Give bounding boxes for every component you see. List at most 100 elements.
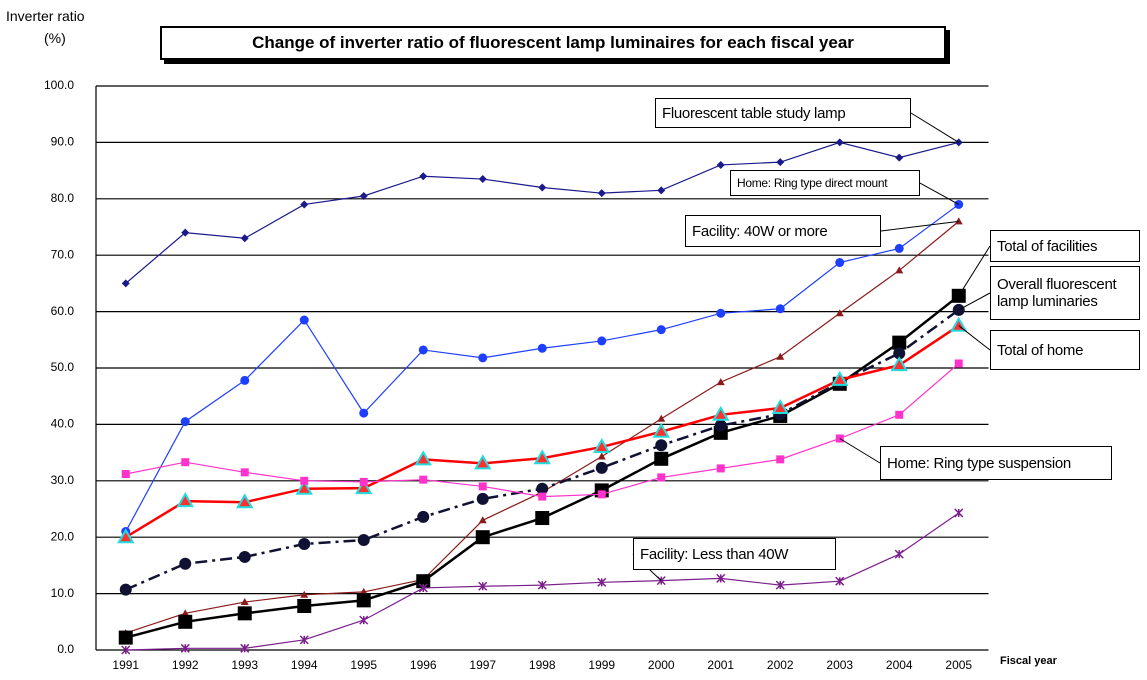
marker — [950, 316, 968, 332]
marker — [418, 345, 428, 355]
marker — [716, 308, 726, 318]
x-tick-label: 2004 — [886, 658, 913, 672]
marker — [240, 598, 249, 606]
y-tick-label: 90.0 — [51, 135, 75, 149]
marker — [716, 573, 726, 583]
marker — [894, 243, 904, 253]
leader-line — [919, 182, 959, 205]
marker — [359, 615, 369, 625]
marker — [831, 370, 849, 386]
series-line — [125, 220, 960, 634]
marker — [236, 493, 254, 509]
marker — [890, 356, 908, 372]
y-tick-label: 30.0 — [51, 473, 75, 487]
marker — [597, 189, 606, 198]
y-tick-label: 20.0 — [51, 529, 75, 543]
marker — [179, 557, 192, 570]
marker — [355, 479, 373, 495]
marker — [533, 449, 551, 465]
marker — [716, 378, 725, 386]
y-tick-label: 10.0 — [51, 586, 75, 600]
marker — [300, 476, 309, 485]
marker — [597, 577, 607, 587]
marker — [476, 492, 489, 505]
marker — [835, 258, 845, 268]
marker — [776, 455, 785, 464]
legend-entry: Facility: Less than 40W — [633, 538, 836, 570]
series-line — [125, 141, 959, 284]
marker — [536, 482, 549, 495]
marker — [716, 160, 725, 169]
marker — [240, 375, 250, 385]
y-tick-label: 100.0 — [44, 78, 74, 92]
legend-entry: Fluorescent table study lamp — [655, 98, 911, 128]
marker — [357, 534, 370, 547]
marker — [895, 266, 904, 274]
x-tick-label: 2001 — [707, 658, 734, 672]
marker — [181, 228, 190, 237]
legend-entry: Total of facilities — [990, 230, 1140, 262]
marker — [657, 186, 666, 195]
x-tick-label: 2002 — [767, 658, 794, 672]
marker — [597, 336, 607, 346]
y-tick-label: 0.0 — [57, 642, 74, 656]
marker — [954, 359, 963, 368]
marker — [478, 175, 487, 184]
marker — [895, 410, 904, 419]
marker — [716, 464, 725, 473]
marker — [418, 583, 428, 593]
marker — [417, 510, 430, 523]
legend-entry: Overall fluorescent lamp luminaries — [990, 266, 1140, 320]
marker — [478, 482, 487, 491]
marker — [359, 191, 368, 200]
x-tick-label: 1999 — [588, 658, 615, 672]
y-axis-label: (%) — [44, 30, 66, 46]
marker — [181, 609, 190, 617]
marker — [240, 468, 249, 477]
marker — [771, 399, 789, 415]
marker — [593, 437, 611, 453]
marker — [178, 614, 193, 629]
y-tick-label: 80.0 — [51, 191, 75, 205]
legend-entry: Total of home — [990, 330, 1140, 370]
y-tick-label: 50.0 — [51, 360, 75, 374]
y-tick-label: 60.0 — [51, 304, 75, 318]
marker — [240, 643, 250, 653]
x-tick-label: 2000 — [648, 658, 675, 672]
marker — [776, 352, 785, 360]
leader-line — [958, 245, 991, 297]
marker — [419, 475, 428, 484]
marker — [835, 138, 844, 147]
y-axis-label: Inverter ratio — [6, 8, 85, 24]
legend-entry: Facility: 40W or more — [685, 215, 881, 247]
marker — [538, 183, 547, 192]
x-axis-label: Fiscal year — [1000, 655, 1057, 667]
marker — [419, 172, 428, 181]
marker — [240, 234, 249, 243]
marker — [359, 477, 368, 486]
y-tick-label: 40.0 — [51, 417, 75, 431]
marker — [181, 458, 190, 467]
marker — [117, 528, 135, 544]
x-tick-label: 1998 — [529, 658, 556, 672]
legend-entry: Home: Ring type suspension — [880, 446, 1112, 480]
marker — [176, 492, 194, 508]
marker — [300, 200, 309, 209]
x-tick-label: 1992 — [172, 658, 199, 672]
marker — [478, 353, 488, 363]
marker — [654, 451, 669, 466]
marker — [835, 309, 844, 317]
marker — [237, 606, 252, 621]
marker — [478, 581, 488, 591]
marker — [894, 549, 904, 559]
marker — [478, 516, 487, 524]
marker — [597, 452, 606, 460]
marker — [121, 470, 130, 479]
marker — [776, 158, 785, 167]
marker — [299, 315, 309, 325]
marker — [714, 419, 727, 432]
x-tick-label: 1994 — [291, 658, 318, 672]
x-tick-label: 1997 — [469, 658, 496, 672]
